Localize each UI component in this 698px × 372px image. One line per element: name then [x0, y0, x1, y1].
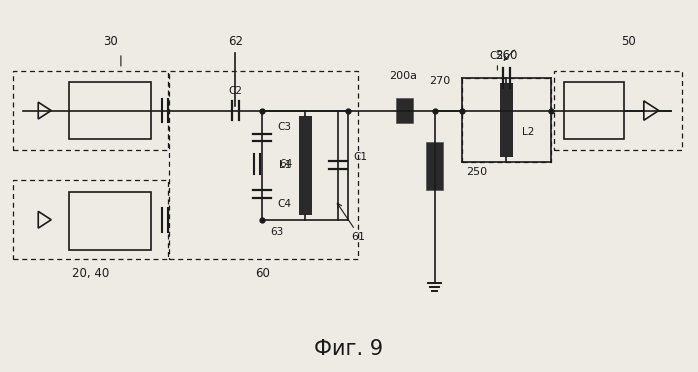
Text: 200a: 200a — [389, 71, 417, 81]
Text: C3: C3 — [277, 122, 291, 132]
Bar — [461, 78, 551, 162]
Text: 250: 250 — [466, 167, 487, 177]
Text: L1: L1 — [279, 160, 292, 170]
Text: L2: L2 — [522, 127, 535, 137]
Bar — [396, 98, 413, 124]
Bar — [564, 82, 624, 140]
Bar — [69, 82, 151, 140]
Text: C2: C2 — [228, 86, 242, 96]
Bar — [554, 71, 682, 150]
Text: C4: C4 — [277, 199, 291, 209]
Bar — [69, 192, 151, 250]
Text: 61: 61 — [351, 232, 365, 242]
Bar — [426, 142, 443, 190]
Text: Фиг. 9: Фиг. 9 — [314, 339, 384, 359]
Text: C1: C1 — [353, 152, 367, 162]
Bar — [13, 71, 168, 150]
Text: 30: 30 — [103, 35, 119, 48]
Text: 64: 64 — [280, 159, 293, 169]
Bar — [13, 180, 168, 259]
Bar — [169, 71, 358, 259]
Text: 20, 40: 20, 40 — [73, 267, 110, 280]
Bar — [500, 83, 513, 157]
Text: 62: 62 — [228, 35, 243, 48]
Text: 270: 270 — [429, 76, 450, 86]
Bar — [299, 116, 311, 215]
Text: C5: C5 — [489, 51, 503, 61]
Text: 63: 63 — [271, 227, 284, 237]
Text: 50: 50 — [621, 35, 637, 48]
Text: 60: 60 — [255, 267, 270, 280]
Text: 260: 260 — [495, 49, 517, 62]
